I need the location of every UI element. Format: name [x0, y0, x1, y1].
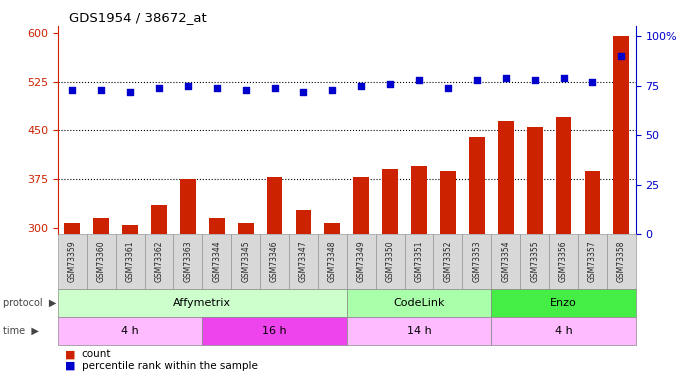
Bar: [411, 166, 427, 234]
Point: [298, 88, 309, 94]
Bar: [527, 127, 543, 234]
Point: [182, 83, 193, 89]
Text: time  ▶: time ▶: [3, 326, 39, 336]
Text: GSM73355: GSM73355: [530, 241, 539, 282]
Point: [616, 53, 627, 59]
Bar: [180, 179, 196, 234]
Point: [211, 85, 222, 91]
Text: 4 h: 4 h: [555, 326, 573, 336]
Text: count: count: [82, 349, 111, 359]
Text: GSM73350: GSM73350: [386, 241, 394, 282]
Text: GSM73344: GSM73344: [212, 241, 221, 282]
Text: GSM73357: GSM73357: [588, 241, 597, 282]
Point: [471, 77, 482, 83]
Text: GSM73360: GSM73360: [97, 241, 105, 282]
Bar: [296, 210, 311, 234]
Point: [558, 75, 569, 81]
Bar: [613, 36, 629, 234]
Point: [96, 87, 107, 93]
Bar: [324, 223, 340, 234]
Bar: [556, 117, 571, 234]
Text: 14 h: 14 h: [407, 326, 431, 336]
Bar: [469, 137, 485, 234]
Point: [124, 88, 135, 94]
Text: Affymetrix: Affymetrix: [173, 298, 231, 308]
Point: [587, 79, 598, 85]
Bar: [354, 177, 369, 234]
Bar: [267, 177, 282, 234]
Text: Enzo: Enzo: [550, 298, 577, 308]
Text: GSM73361: GSM73361: [126, 241, 135, 282]
Text: GSM73359: GSM73359: [68, 241, 77, 282]
Text: GDS1954 / 38672_at: GDS1954 / 38672_at: [69, 11, 207, 24]
Text: GSM73349: GSM73349: [357, 241, 366, 282]
Bar: [209, 218, 224, 234]
Bar: [382, 170, 398, 234]
Bar: [65, 223, 80, 234]
Text: GSM73352: GSM73352: [443, 241, 452, 282]
Point: [240, 87, 251, 93]
Point: [500, 75, 511, 81]
Point: [67, 87, 78, 93]
Text: GSM73348: GSM73348: [328, 241, 337, 282]
Bar: [93, 218, 109, 234]
Point: [154, 85, 165, 91]
Text: GSM73363: GSM73363: [184, 241, 192, 282]
Point: [327, 87, 338, 93]
Text: GSM73346: GSM73346: [270, 241, 279, 282]
Bar: [151, 205, 167, 234]
Point: [443, 85, 454, 91]
Point: [413, 77, 424, 83]
Point: [269, 85, 280, 91]
Text: percentile rank within the sample: percentile rank within the sample: [82, 361, 258, 371]
Point: [385, 81, 396, 87]
Bar: [238, 223, 254, 234]
Text: GSM73362: GSM73362: [154, 241, 163, 282]
Bar: [440, 171, 456, 234]
Text: GSM73345: GSM73345: [241, 241, 250, 282]
Text: 4 h: 4 h: [121, 326, 139, 336]
Bar: [498, 120, 513, 234]
Point: [529, 77, 540, 83]
Bar: [122, 225, 138, 234]
Text: 16 h: 16 h: [262, 326, 287, 336]
Text: CodeLink: CodeLink: [393, 298, 445, 308]
Text: ■: ■: [65, 349, 75, 359]
Text: GSM73356: GSM73356: [559, 241, 568, 282]
Text: GSM73351: GSM73351: [415, 241, 424, 282]
Bar: [585, 171, 600, 234]
Text: GSM73358: GSM73358: [617, 241, 626, 282]
Text: ■: ■: [65, 361, 75, 371]
Text: protocol  ▶: protocol ▶: [3, 298, 56, 308]
Text: GSM73347: GSM73347: [299, 241, 308, 282]
Text: GSM73354: GSM73354: [501, 241, 510, 282]
Text: GSM73353: GSM73353: [473, 241, 481, 282]
Point: [356, 83, 367, 89]
